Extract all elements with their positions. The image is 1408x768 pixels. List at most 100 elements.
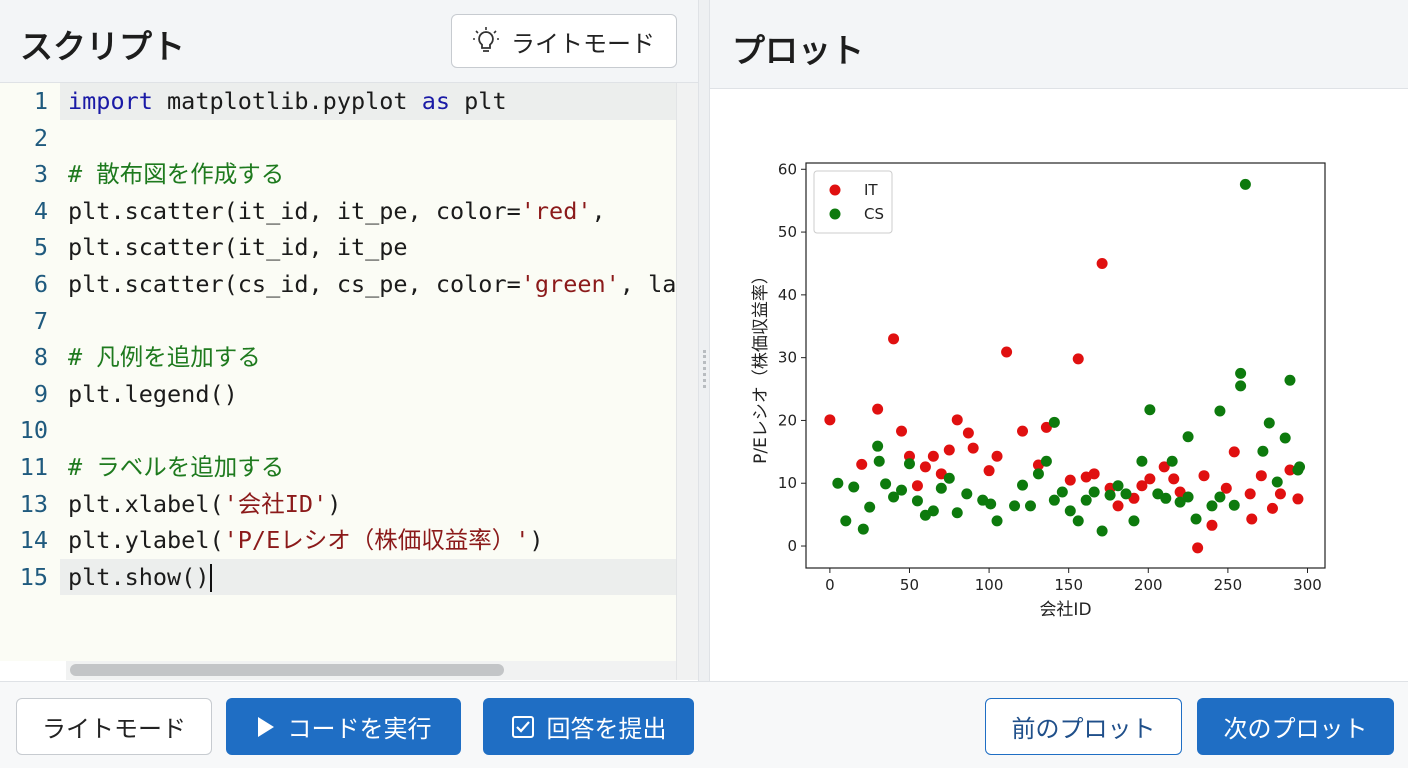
submit-button[interactable]: 回答を提出 bbox=[483, 698, 694, 755]
code-token: 'green' bbox=[520, 270, 620, 298]
code-text: ​# 散布図を作成する bbox=[60, 156, 676, 193]
line-number: 5 bbox=[33, 233, 48, 262]
script-header: スクリプト ライトモード bbox=[0, 0, 698, 83]
code-token: matplotlib.pyplot bbox=[152, 87, 422, 115]
line-number: 15 bbox=[19, 562, 48, 591]
scatter-point bbox=[1214, 491, 1226, 503]
code-token: # 散布図を作成する bbox=[68, 160, 285, 189]
scatter-point bbox=[880, 478, 892, 490]
scatter-point bbox=[903, 458, 915, 470]
scatter-point bbox=[1284, 464, 1296, 476]
scatter-point bbox=[872, 403, 884, 415]
code-line: 6 ​plt.scatter(cs_id, cs_pe, color='green… bbox=[0, 266, 676, 303]
scatter-point bbox=[888, 333, 900, 345]
prev-plot-button[interactable]: 前のプロット bbox=[985, 698, 1182, 755]
vertical-scrollbar[interactable] bbox=[676, 83, 698, 680]
scatter-point bbox=[1024, 500, 1036, 512]
scatter-point bbox=[1088, 468, 1100, 480]
scatter-point bbox=[911, 495, 923, 507]
code-token: 'red' bbox=[520, 196, 592, 225]
line-number: 7 bbox=[33, 306, 48, 335]
scatter-point bbox=[872, 440, 884, 452]
line-number: 1 bbox=[33, 87, 48, 115]
scatter-point bbox=[1244, 488, 1256, 500]
code-line: 15 ​plt.show() bbox=[0, 558, 676, 596]
scatter-point bbox=[1257, 445, 1269, 457]
scatter-point bbox=[1080, 494, 1092, 506]
scatter-point bbox=[856, 458, 868, 470]
scatter-point bbox=[832, 477, 844, 489]
scatter-point bbox=[991, 515, 1003, 527]
scatter-point bbox=[1263, 417, 1275, 429]
code-token: ) bbox=[327, 489, 342, 518]
splitter[interactable] bbox=[698, 0, 710, 682]
scatter-point bbox=[1274, 488, 1286, 500]
scatter-point bbox=[1040, 421, 1052, 433]
scatter-point bbox=[1120, 488, 1132, 500]
line-number: 8 bbox=[33, 343, 48, 372]
legend-marker bbox=[829, 208, 841, 220]
code-text: ​# ラベルを追加する bbox=[60, 449, 676, 486]
scatter-point bbox=[1182, 431, 1194, 443]
line-number: 9 bbox=[33, 379, 48, 408]
code-line: 8 ​# 凡例を追加する bbox=[0, 339, 676, 376]
run-button[interactable]: コードを実行 bbox=[226, 698, 461, 755]
scatter-point bbox=[1206, 500, 1218, 512]
next-plot-button[interactable]: 次のプロット bbox=[1197, 698, 1394, 755]
line-number: 6 bbox=[33, 270, 48, 298]
scatter-point bbox=[1228, 446, 1240, 458]
y-tick-label: 60 bbox=[778, 160, 797, 178]
code-token: plt.legend() bbox=[68, 379, 238, 408]
line-number: 13 bbox=[19, 489, 48, 518]
y-tick-label: 40 bbox=[778, 286, 797, 304]
code-line: 7​ bbox=[0, 303, 676, 340]
text-cursor bbox=[210, 564, 213, 593]
scatter-point bbox=[1017, 425, 1029, 437]
x-tick-label: 100 bbox=[975, 576, 1004, 594]
code-text: ​ bbox=[60, 120, 676, 157]
code-token: plt.scatter(cs_id, cs_pe, color= bbox=[68, 270, 521, 298]
horizontal-scrollbar[interactable] bbox=[66, 661, 676, 680]
line-number: 4 bbox=[33, 196, 48, 225]
scatter-point bbox=[1168, 473, 1180, 485]
scatter-point bbox=[864, 501, 876, 513]
line-number: 10 bbox=[19, 416, 48, 445]
script-title: スクリプト bbox=[20, 27, 185, 66]
scatter-point bbox=[991, 450, 1003, 462]
scroll-thumb[interactable] bbox=[70, 664, 504, 676]
code-text: ​ bbox=[60, 412, 676, 449]
scatter-point bbox=[985, 498, 997, 510]
code-token: plt.scatter(it_id, it_pe bbox=[68, 233, 408, 262]
y-tick-label: 20 bbox=[778, 411, 797, 429]
scatter-point bbox=[824, 414, 836, 426]
scatter-point bbox=[1271, 476, 1283, 488]
light-mode-button[interactable]: ライトモード bbox=[16, 698, 212, 755]
scatter-point bbox=[927, 450, 939, 462]
theme-button[interactable]: ライトモード bbox=[451, 14, 677, 68]
y-tick-label: 50 bbox=[778, 223, 797, 241]
scatter-point bbox=[896, 484, 908, 496]
code-line: 10 ​ bbox=[0, 412, 676, 449]
scatter-point bbox=[1112, 480, 1124, 492]
scatter-point bbox=[1228, 499, 1240, 511]
scatter-point bbox=[1072, 353, 1084, 365]
scatter-point bbox=[951, 507, 963, 519]
check-icon bbox=[511, 715, 534, 738]
scatter-point bbox=[1088, 486, 1100, 498]
scatter-point bbox=[1284, 374, 1296, 386]
scatter-point bbox=[1246, 513, 1258, 525]
line-number: 11 bbox=[19, 453, 48, 481]
scatter-point bbox=[903, 450, 915, 462]
code-text: ​plt.scatter(it_id, it_pe bbox=[60, 229, 676, 266]
scatter-point bbox=[1144, 473, 1156, 485]
line-number: 2 bbox=[33, 123, 48, 152]
scatter-point bbox=[1266, 502, 1278, 514]
code-text: ​plt.ylabel('P/Eレシオ（株価収益率）') bbox=[60, 522, 676, 559]
scatter-point bbox=[1235, 367, 1247, 379]
y-axis-label: P/Eレシオ（株価収益率） bbox=[751, 267, 771, 464]
scatter-point bbox=[1192, 542, 1204, 554]
scatter-point bbox=[935, 482, 947, 494]
footer-bar: ライトモード コードを実行 回答を提出 前のプロット 次のプロット bbox=[0, 681, 1408, 768]
code-line: 1 ​import matplotlib.pyplot as plt bbox=[0, 83, 676, 120]
